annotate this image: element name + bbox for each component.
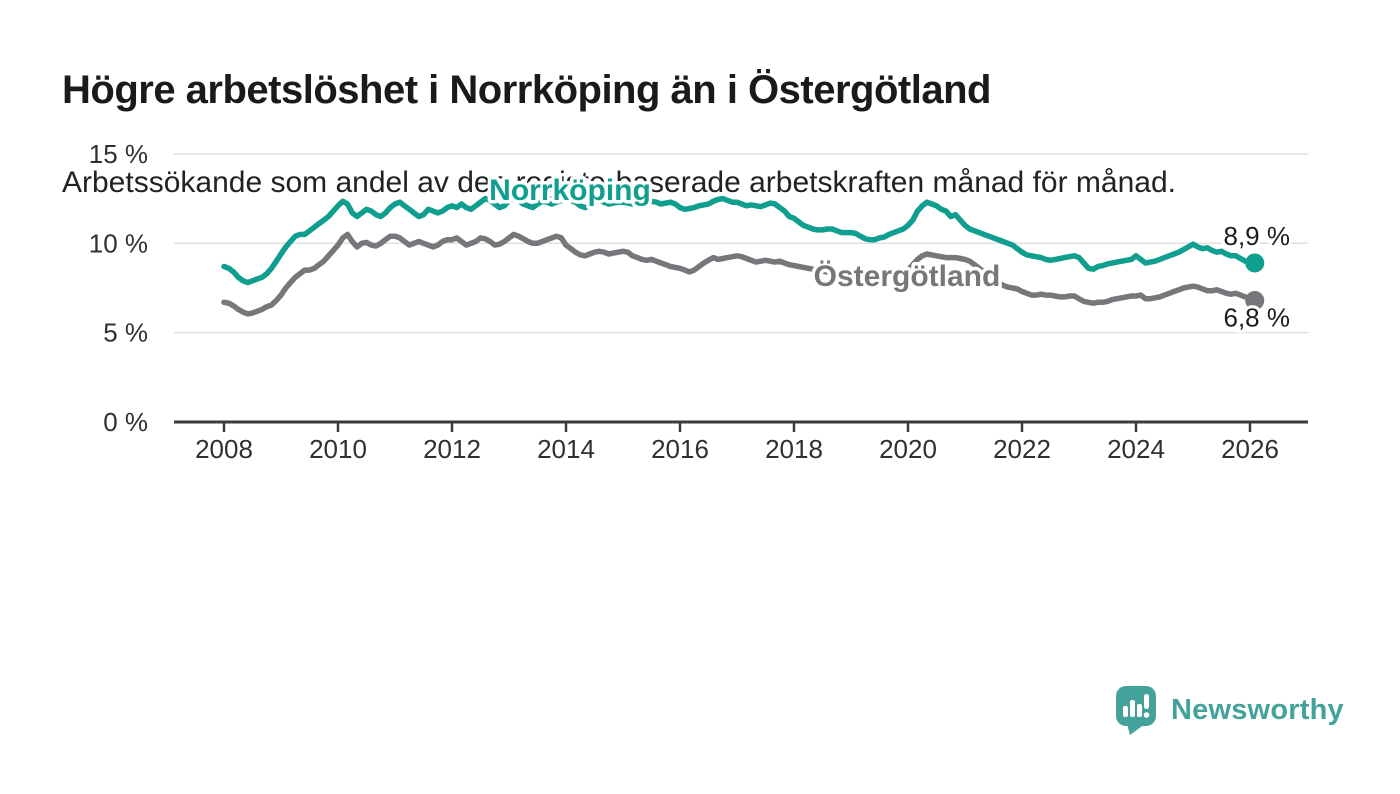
chart-title: Högre arbetslöshet i Norrköping än i Öst… (62, 68, 991, 112)
series-line-ostergotland (221, 231, 1258, 317)
x-tick-label-2018: 2018 (765, 434, 823, 464)
gridlines (174, 153, 1308, 334)
newsworthy-logo-icon (1116, 686, 1156, 735)
newsworthy-logo-text: Newsworthy (1171, 693, 1344, 726)
line-chart: Norrköping Östergötland 8,9 % 6,8 % 2008 2010… (89, 139, 1308, 464)
x-tick-label-2010: 2010 (309, 434, 367, 464)
x-axis: 2008 2010 2012 2014 2016 2018 2020 2022 2024 2026 (174, 420, 1308, 464)
series-label-norrkoping: Norrköping (489, 174, 651, 207)
x-tick-label-2012: 2012 (423, 434, 481, 464)
newsworthy-logo: Newsworthy (1115, 684, 1344, 736)
x-tick-label-2016: 2016 (651, 434, 709, 464)
x-tick-label-2024: 2024 (1107, 434, 1165, 464)
end-dot-ostergotland (1245, 290, 1265, 310)
chart-subtitle: Arbetssökande som andel av den registerb… (62, 166, 1176, 199)
end-value-label-ostergotland: 6,8 % (1224, 302, 1291, 332)
y-tick-label-5: 5 % (103, 318, 148, 348)
x-tick-label-2020: 2020 (879, 434, 937, 464)
y-tick-label-15: 15 % (89, 139, 148, 169)
series-label-ostergotland: Östergötland (814, 260, 1001, 293)
x-tick-label-2026: 2026 (1221, 434, 1279, 464)
y-tick-label-0: 0 % (103, 407, 148, 437)
y-tick-label-10: 10 % (89, 228, 148, 258)
x-tick-label-2014: 2014 (537, 434, 595, 464)
end-dot-norrkoping (1245, 253, 1265, 273)
x-tick-label-2008: 2008 (195, 434, 253, 464)
x-tick-label-2022: 2022 (993, 434, 1051, 464)
series-line-norrkoping (221, 194, 1258, 286)
y-axis: 0 % 5 % 10 % 15 % (89, 139, 148, 437)
series-lines (221, 194, 1258, 317)
end-value-label-norrkoping: 8,9 % (1224, 221, 1291, 251)
